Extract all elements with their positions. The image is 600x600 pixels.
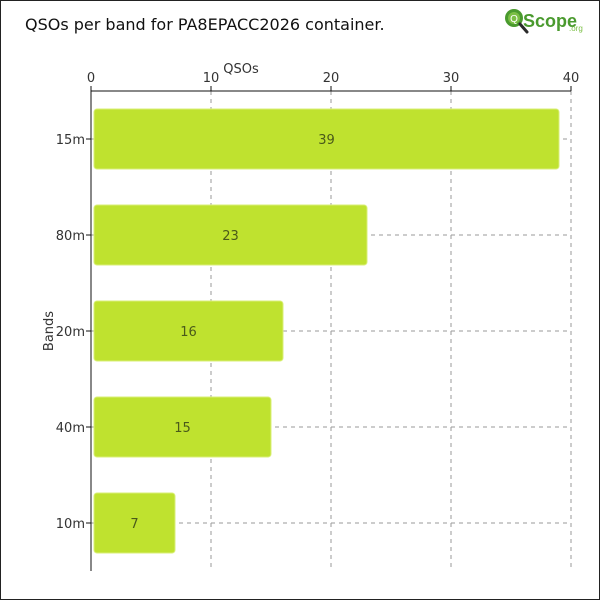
logo-text: Scope: [523, 11, 577, 31]
bar-10m: [93, 492, 176, 554]
x-tick-label: 40: [563, 71, 580, 86]
y-tick-label: 15m: [56, 133, 85, 148]
y-axis-title: Bands: [42, 311, 57, 351]
y-tick-label: 10m: [56, 517, 85, 532]
bar-value-label: 7: [130, 517, 138, 532]
bar-value-label: 23: [222, 229, 239, 244]
bar-20m: [93, 300, 284, 362]
chart-title: QSOs per band for PA8EPACC2026 container…: [25, 15, 385, 34]
y-tick-label: 20m: [56, 325, 85, 340]
bar-40m: [93, 396, 272, 458]
bar-value-label: 15: [174, 421, 191, 436]
svg-text:Q: Q: [510, 14, 518, 25]
qscope-logo: Q Scope .org: [501, 5, 589, 37]
logo-suffix: .org: [569, 24, 583, 33]
x-axis-title: QSOs: [223, 62, 259, 77]
bar-value-label: 16: [180, 325, 197, 340]
y-tick-label: 80m: [56, 229, 85, 244]
x-tick-label: 10: [203, 71, 220, 86]
bar-value-label: 39: [318, 133, 335, 148]
bar-15m: [93, 108, 560, 170]
y-tick-label: 40m: [56, 421, 85, 436]
x-tick-label: 20: [323, 71, 340, 86]
x-tick-label: 0: [87, 71, 95, 86]
x-tick-label: 30: [443, 71, 460, 86]
bar-80m: [93, 204, 368, 266]
magnifier-icon: Q: [505, 9, 529, 34]
